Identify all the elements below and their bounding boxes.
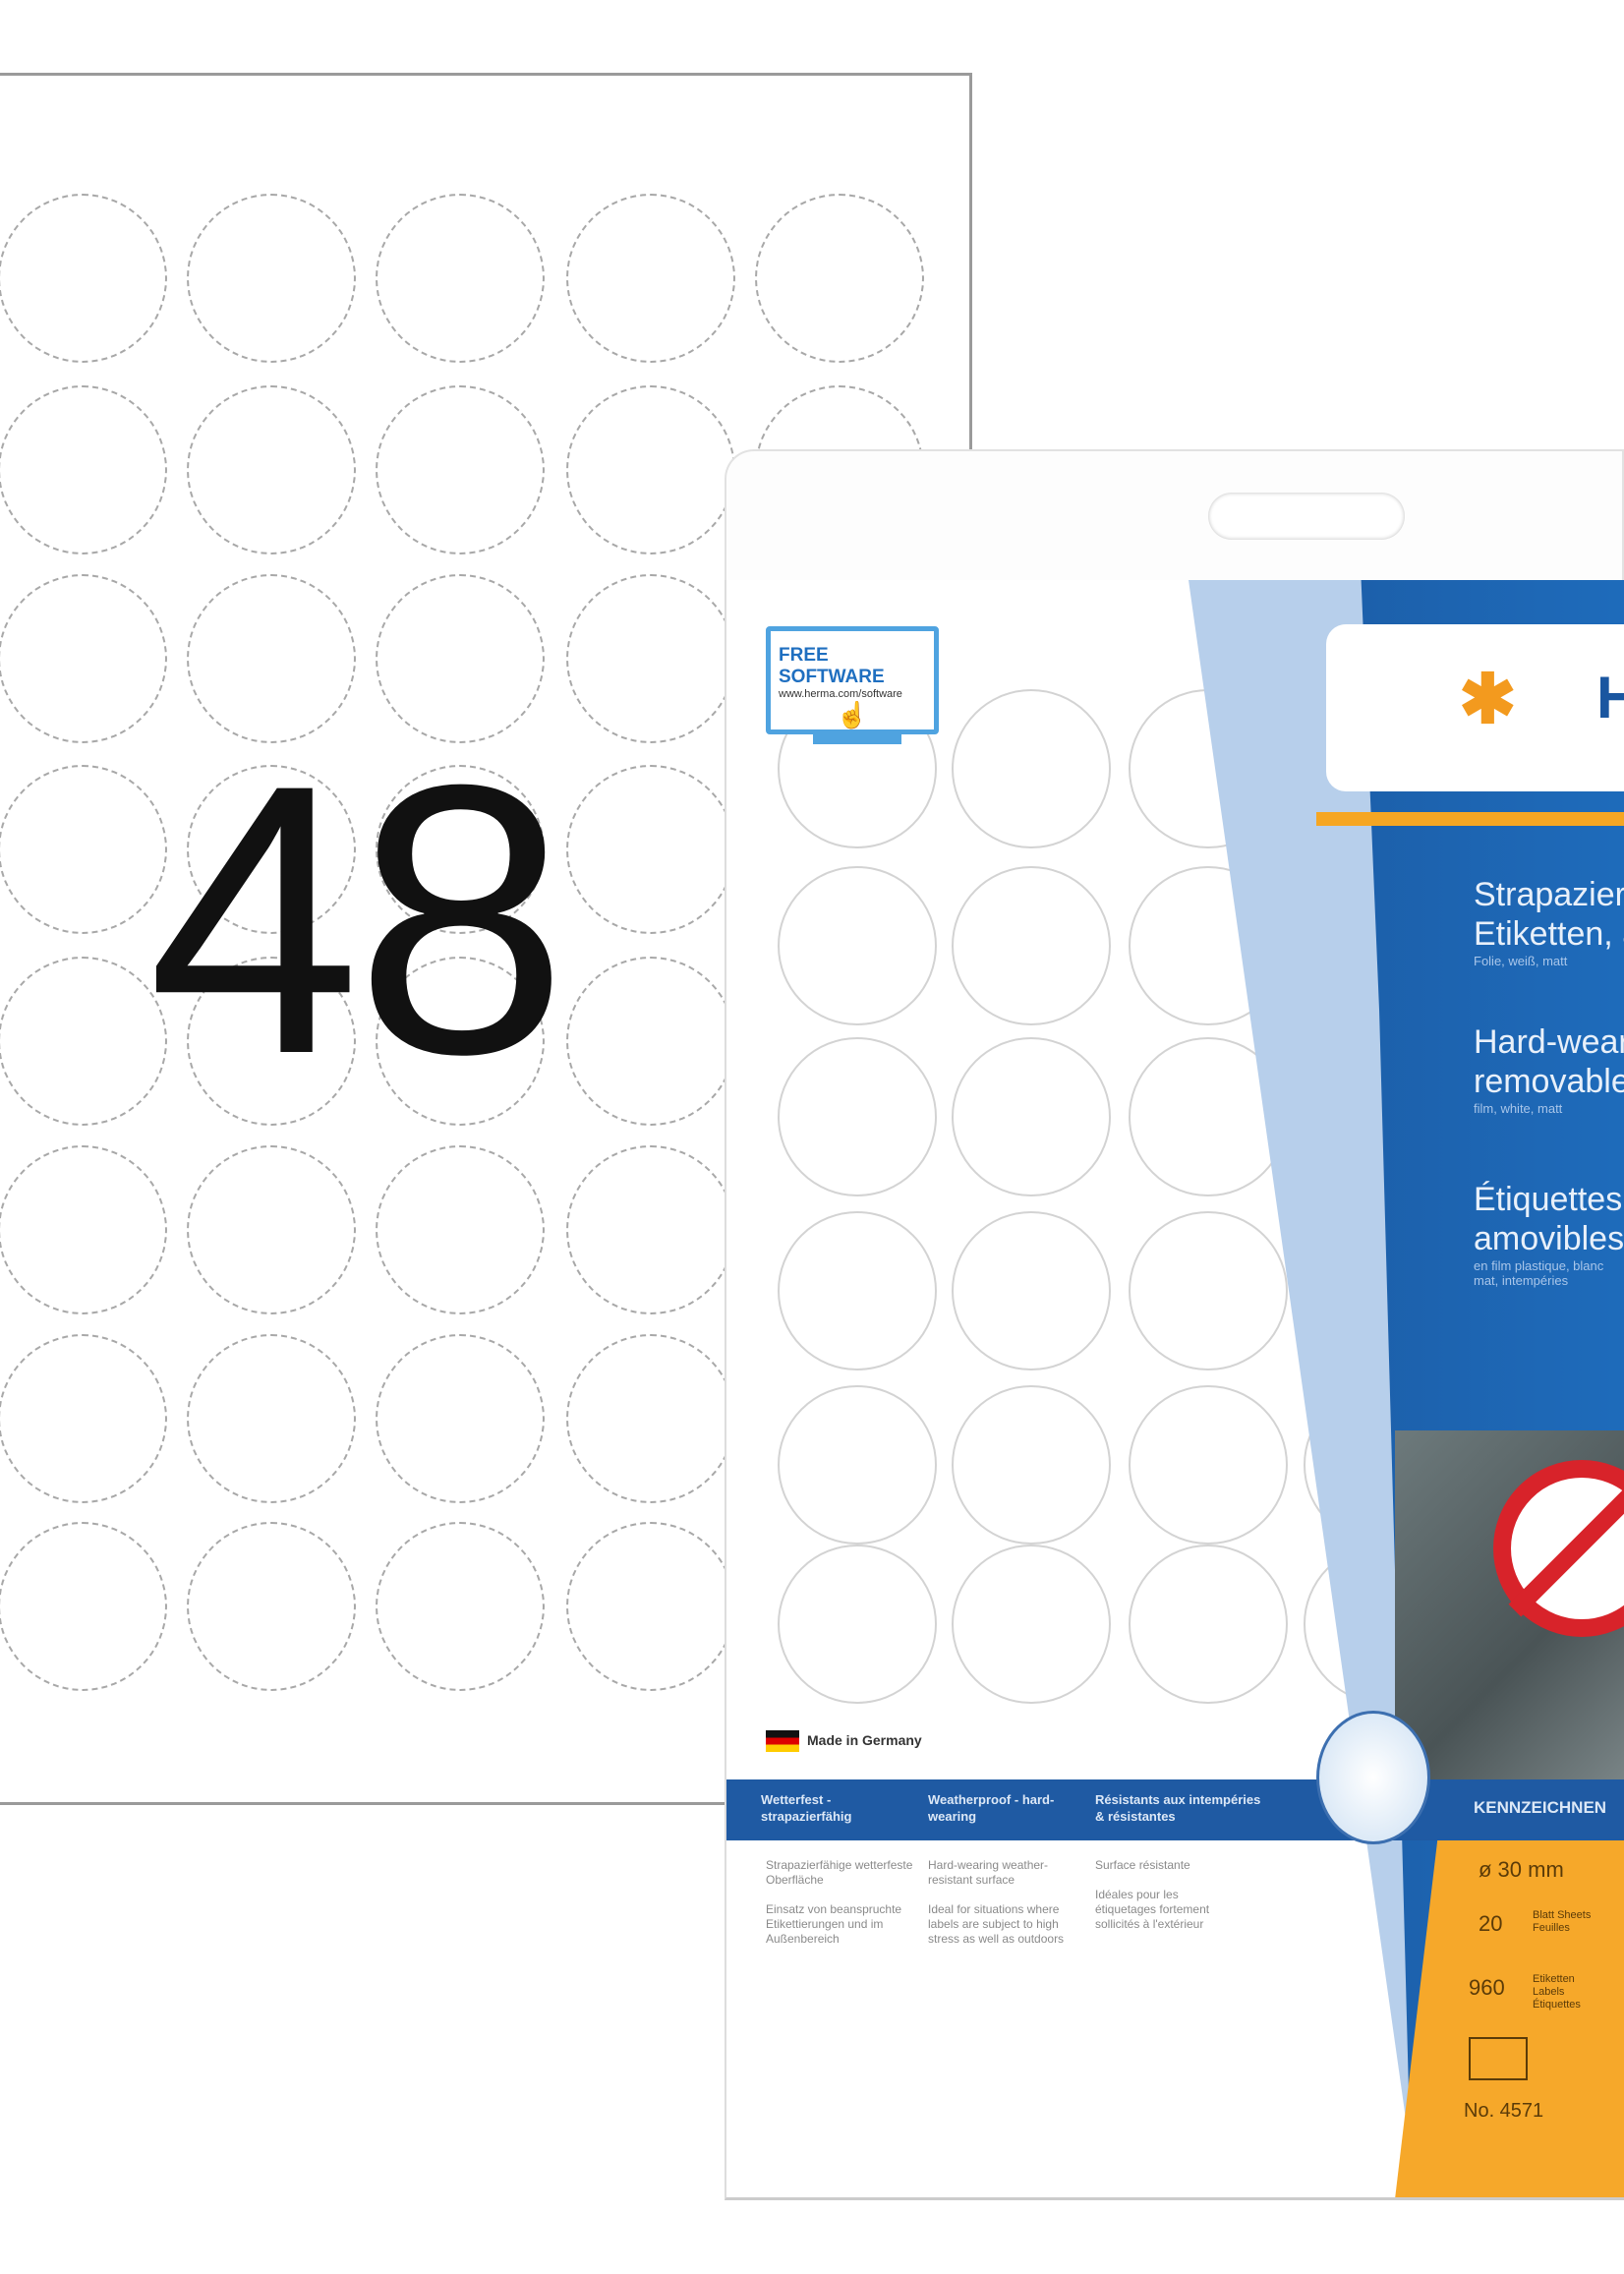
label-count: 48	[147, 705, 568, 1134]
package-label-circle	[778, 1037, 937, 1196]
title-sub: Folie, weiß, matt	[1474, 954, 1568, 968]
package-label-circle	[952, 1385, 1111, 1545]
title-line: Strapazierfähige	[1474, 876, 1624, 913]
title-line: removable labels	[1474, 1063, 1624, 1100]
sheet-label-circle	[376, 385, 545, 554]
feature-text: Hard-wearing weather-resistant surface	[928, 1858, 1049, 1887]
hand-cursor-icon: ☝	[836, 700, 869, 729]
free-software-box[interactable]: FREE SOFTWARE www.herma.com/software ☝	[766, 626, 939, 734]
sheet-label-circle	[566, 1145, 735, 1314]
sheet-label-circle	[376, 1145, 545, 1314]
sheet-label-circle	[0, 957, 167, 1126]
german-flag-icon	[766, 1730, 799, 1752]
package-label-circle	[952, 1545, 1111, 1704]
sheet-label-circle	[187, 765, 356, 934]
spec-panel: ø 30 mm 20 Blatt Sheets Feuilles 960 Eti…	[1395, 1840, 1624, 2197]
sheet-label-circle	[0, 1522, 167, 1691]
made-in-label: Made in Germany	[807, 1732, 922, 1748]
package-front: ✱ HERMA Strapazierfähige Etiketten, ablö…	[725, 580, 1624, 2200]
sheet-label-circle	[187, 385, 356, 554]
sheet-label-circle	[376, 1522, 545, 1691]
package-label-circle	[952, 1037, 1111, 1196]
herma-star-icon: ✱	[1459, 661, 1517, 737]
feature-column-de: Strapazierfähige wetterfeste Oberfläche …	[766, 1858, 913, 1947]
spec-size: ø 30 mm	[1479, 1857, 1564, 1882]
sheet-label-circle	[376, 765, 545, 934]
sheet-label-circle	[187, 574, 356, 743]
title-line: Étiquettes	[1474, 1181, 1623, 1218]
feature-text: Surface résistante	[1095, 1858, 1190, 1872]
title-en: Hard-wearing removable labels film, whit…	[1474, 1022, 1624, 1116]
sheet-label-circle	[187, 1145, 356, 1314]
package-label-circle	[1129, 1385, 1288, 1545]
sheet-label-circle	[566, 1522, 735, 1691]
package-label-circle	[778, 1545, 937, 1704]
title-sub: en film plastique, blanc mat, intempérie…	[1474, 1258, 1604, 1288]
free-software-url: www.herma.com/software	[779, 688, 902, 700]
item-number: No. 4571	[1464, 2100, 1544, 2122]
sheet-label-circle	[0, 385, 167, 554]
package-label-circle	[778, 866, 937, 1025]
sheet-label-circle	[187, 194, 356, 363]
sheet-label-circle	[566, 765, 735, 934]
brand-logo: HERMA	[1596, 664, 1624, 731]
spec-labels-label: Etiketten Labels Étiquettes	[1533, 1973, 1581, 2011]
package-label-circle	[952, 1211, 1111, 1370]
sheet-label-circle	[187, 1334, 356, 1503]
hang-hole	[1208, 493, 1405, 540]
package-label-circle	[778, 1385, 937, 1545]
sheet-label-circle	[376, 574, 545, 743]
free-software-title: FREE SOFTWARE	[779, 645, 885, 687]
sheet-label-circle	[566, 574, 735, 743]
band-header: Weatherproof - hard-wearing	[928, 1792, 1055, 1824]
feature-column-en: Hard-wearing weather-resistant surface I…	[928, 1858, 1075, 1947]
sheet-label-circle	[566, 194, 735, 363]
package-label-circle	[952, 689, 1111, 848]
sheet-label-circle	[566, 385, 735, 554]
package-label-circle	[778, 1211, 937, 1370]
sheet-label-circle	[376, 957, 545, 1126]
sheet-label-circle	[376, 194, 545, 363]
band-header: Résistants aux intempéries & résistantes	[1095, 1792, 1261, 1824]
feature-column-fr: Surface résistante Idéales pour les étiq…	[1095, 1858, 1243, 1932]
title-line: Hard-wearing	[1474, 1023, 1624, 1061]
monitor-stand	[813, 734, 901, 744]
spec-labels: 960	[1469, 1975, 1505, 2000]
sheet-label-circle	[187, 1522, 356, 1691]
spec-sheets-label: Blatt Sheets Feuilles	[1533, 1909, 1592, 1934]
weatherproof-badge-icon	[1316, 1711, 1430, 1844]
sheet-label-circle	[376, 1334, 545, 1503]
feature-text: Strapazierfähige wetterfeste Oberfläche	[766, 1858, 913, 1887]
package-label-circle	[952, 866, 1111, 1025]
printer-icon	[1469, 2037, 1528, 2080]
feature-text: Ideal for situations where labels are su…	[928, 1902, 1065, 1946]
sheet-label-circle	[0, 1334, 167, 1503]
title-fr: Étiquettes amovibles en film plastique, …	[1474, 1180, 1624, 1288]
title-line: Etiketten, ablösbar	[1474, 915, 1624, 953]
feature-band: Wetterfest - strapazierfähig Weatherproo…	[726, 1779, 1624, 1840]
product-package: ✱ HERMA Strapazierfähige Etiketten, ablö…	[725, 449, 1624, 2200]
band-header: Wetterfest - strapazierfähig	[761, 1792, 852, 1824]
sheet-label-circle	[0, 1145, 167, 1314]
package-hanger	[725, 449, 1624, 587]
band-right-label: KENNZEICHNEN	[1474, 1798, 1607, 1817]
sheet-label-circle	[187, 957, 356, 1126]
title-de: Strapazierfähige Etiketten, ablösbar Fol…	[1474, 875, 1624, 968]
sheet-label-circle	[0, 765, 167, 934]
sheet-label-circle	[566, 957, 735, 1126]
package-label-circle	[1129, 1211, 1288, 1370]
brand-header	[1326, 624, 1624, 791]
sheet-label-circle	[0, 574, 167, 743]
sheet-label-circle	[0, 194, 167, 363]
sheet-label-circle	[566, 1334, 735, 1503]
title-sub: film, white, matt	[1474, 1101, 1563, 1116]
title-line: amovibles	[1474, 1220, 1624, 1257]
feature-text: Einsatz von beanspruchte Etikettierungen…	[766, 1902, 902, 1946]
spec-sheets: 20	[1479, 1911, 1503, 1936]
feature-text: Idéales pour les étiquetages fortement s…	[1095, 1888, 1210, 1931]
sheet-label-circle	[755, 194, 924, 363]
package-label-circle	[1129, 1545, 1288, 1704]
orange-stripe	[1316, 812, 1624, 826]
